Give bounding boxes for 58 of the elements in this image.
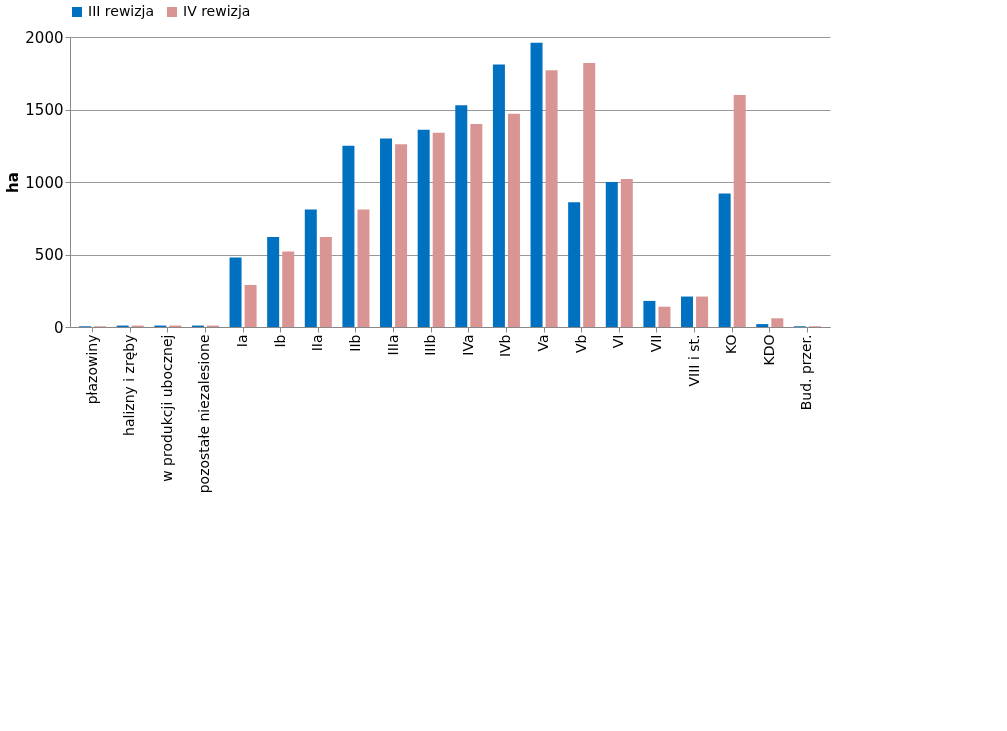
x-tick-label: pozostałe niezalesione — [196, 334, 213, 494]
x-tick-label: Ia — [234, 334, 251, 348]
bar — [583, 63, 596, 327]
bar — [696, 296, 709, 327]
bar — [395, 144, 408, 327]
y-tick-label: 0 — [53, 318, 64, 337]
bar — [470, 124, 483, 327]
bar — [229, 257, 242, 327]
bar — [319, 237, 332, 327]
bar — [244, 284, 257, 327]
bar — [282, 251, 295, 327]
bar — [568, 202, 581, 327]
bar — [620, 179, 633, 327]
x-tick-label: VII — [647, 334, 664, 353]
x-tick-label: VI — [610, 334, 627, 349]
bar — [718, 193, 731, 327]
y-tick-label: 1000 — [25, 173, 64, 192]
x-tick-label: halizny i zręby — [121, 334, 138, 436]
bar — [530, 42, 543, 327]
bar — [455, 105, 468, 327]
bar — [380, 138, 393, 327]
x-tick-label: IIIa — [384, 334, 401, 356]
bar — [681, 296, 694, 327]
y-axis-title: ha — [4, 172, 23, 193]
x-tick-label: KO — [723, 334, 740, 354]
bar — [771, 318, 784, 327]
bar — [605, 182, 618, 327]
x-tick-label: płazowiny — [83, 334, 100, 405]
bar — [658, 306, 671, 327]
x-tick-label: IIIb — [422, 334, 439, 356]
x-tick-label: Ib — [271, 334, 288, 348]
x-tick-label: KDO — [760, 334, 777, 366]
bar — [492, 64, 505, 327]
legend-label: IV rewizja — [183, 3, 251, 19]
bar — [507, 113, 520, 327]
bar — [304, 209, 317, 327]
x-tick-label: Vb — [572, 334, 589, 353]
bar — [643, 300, 656, 327]
x-tick-label: IIb — [346, 334, 363, 352]
y-tick-label: 1500 — [25, 101, 64, 119]
bar — [545, 70, 558, 327]
x-tick-label: IVb — [497, 334, 514, 358]
bar — [756, 324, 769, 327]
x-tick-label: VIII i st. — [685, 334, 702, 387]
bar — [357, 209, 370, 327]
legend-label: III rewizja — [88, 3, 155, 19]
y-tick-label: 500 — [34, 246, 64, 264]
x-tick-label: IIa — [309, 334, 326, 352]
bar — [267, 237, 280, 327]
bar — [432, 132, 445, 327]
bar — [342, 145, 355, 327]
x-tick-label: IVa — [459, 334, 476, 356]
bar — [733, 95, 746, 327]
y-tick-label: 2000 — [25, 28, 64, 47]
x-tick-label: Bud. przer. — [798, 334, 815, 411]
x-tick-label: w produkcji ubocznej — [158, 334, 175, 482]
bar — [417, 129, 430, 327]
x-tick-label: Va — [535, 334, 552, 352]
